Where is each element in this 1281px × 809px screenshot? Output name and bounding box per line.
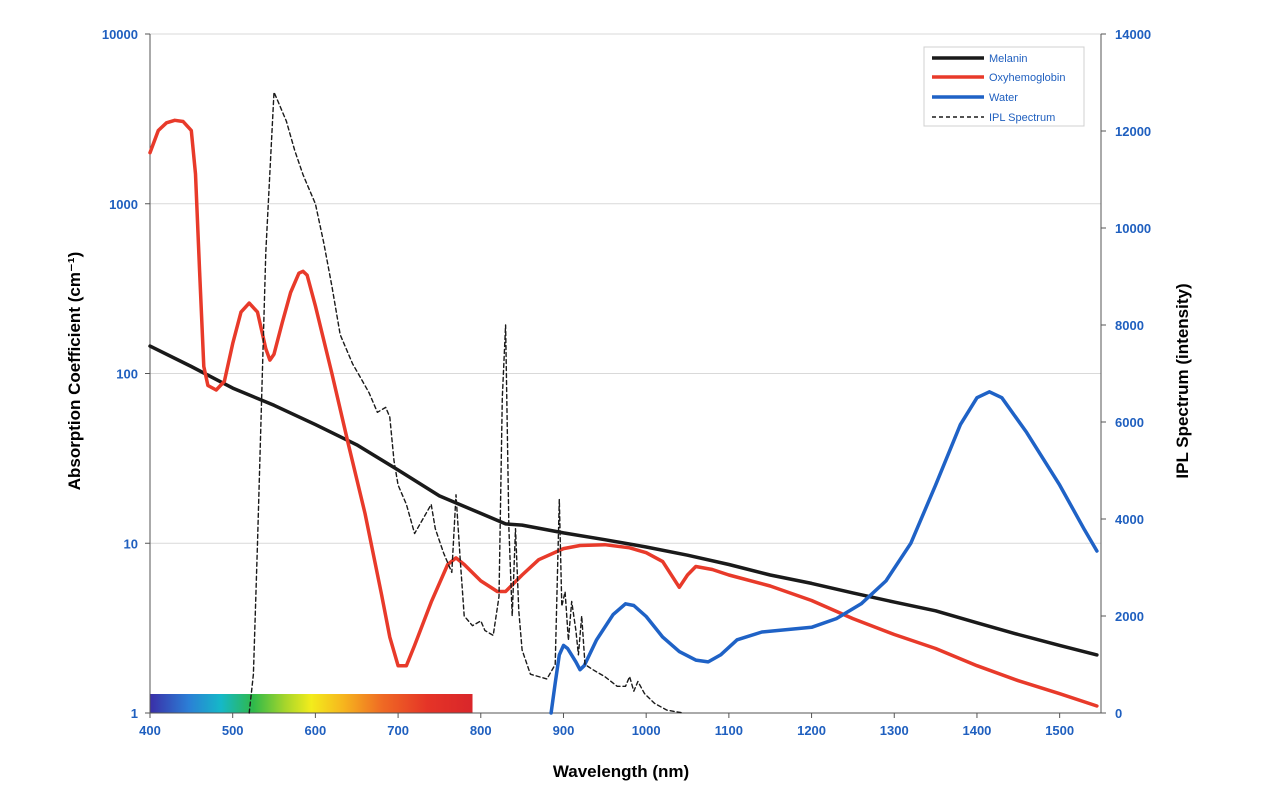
series-line-water [549, 390, 1099, 715]
right-y-axis-title: IPL Spectrum (intensity) [1173, 283, 1192, 478]
y-left-tick-label: 1 [131, 706, 138, 721]
left-y-axis-title: Absorption Coefficient (cm⁻¹) [65, 252, 84, 490]
x-tick-label: 1500 [1045, 723, 1074, 738]
x-tick-label: 1200 [797, 723, 826, 738]
y-right-tick-label: 14000 [1115, 27, 1151, 42]
legend-box [923, 46, 1085, 127]
x-tick-label: 500 [222, 723, 244, 738]
y-left-tick-label: 1000 [109, 197, 138, 212]
y-right-tick-label: 0 [1115, 706, 1122, 721]
legend-label-ipl-spectrum: IPL Spectrum [989, 112, 1055, 124]
y-left-tick-label: 10 [124, 536, 138, 551]
visible-spectrum-bar [150, 694, 473, 713]
x-tick-label: 900 [553, 723, 575, 738]
x-tick-label: 400 [139, 723, 161, 738]
y-right-tick-label: 6000 [1115, 415, 1144, 430]
x-tick-label: 700 [387, 723, 409, 738]
y-left-tick-label: 10000 [102, 27, 138, 42]
y-right-tick-label: 10000 [1115, 221, 1151, 236]
series-line-ipl-spectrum [248, 91, 685, 714]
series-line-oxyhemoglobin [148, 118, 1099, 708]
series-group [148, 91, 1099, 715]
legend-label-oxyhemoglobin: Oxyhemoglobin [989, 72, 1065, 84]
y-right-tick-label: 8000 [1115, 318, 1144, 333]
tick-labels: 400 500 600 700 800 900 1000 1100 1200 1300 1400 15… [102, 27, 1151, 738]
legend-label-water: Water [989, 92, 1018, 104]
x-axis-title: Wavelength (nm) [553, 762, 689, 781]
x-tick-label: 1400 [962, 723, 991, 738]
y-left-tick-label: 100 [116, 367, 138, 382]
x-tick-label: 1000 [632, 723, 661, 738]
legend: Melanin Oxyhemoglobin Water IPL Spectrum [923, 46, 1085, 127]
grid-lines [150, 33, 1101, 714]
x-tick-label: 600 [305, 723, 327, 738]
x-tick-label: 1100 [715, 723, 743, 738]
x-tick-label: 1300 [880, 723, 909, 738]
y-right-tick-label: 12000 [1115, 124, 1151, 139]
y-right-tick-label: 4000 [1115, 512, 1144, 527]
legend-label-melanin: Melanin [989, 53, 1028, 65]
series-line-melanin [148, 344, 1099, 657]
x-tick-label: 800 [470, 723, 492, 738]
y-right-tick-label: 2000 [1115, 609, 1144, 624]
